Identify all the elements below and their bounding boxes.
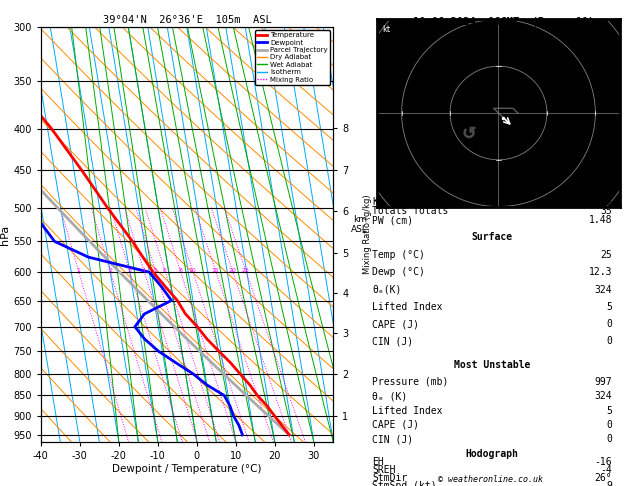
Text: -16: -16 <box>594 457 612 467</box>
Text: 0: 0 <box>606 336 612 347</box>
Text: 1: 1 <box>77 268 81 274</box>
Text: 2: 2 <box>108 268 112 274</box>
Text: kt: kt <box>382 25 391 34</box>
Text: 1: 1 <box>606 197 612 208</box>
Text: EH: EH <box>372 457 384 467</box>
Text: K: K <box>372 197 378 208</box>
Text: 26°: 26° <box>594 472 612 483</box>
Text: Lifted Index: Lifted Index <box>372 405 443 416</box>
Text: SREH: SREH <box>372 465 396 475</box>
Text: θₑ(K): θₑ(K) <box>372 285 401 295</box>
Text: 4: 4 <box>142 268 146 274</box>
Text: Temp (°C): Temp (°C) <box>372 250 425 260</box>
Text: 6: 6 <box>163 268 167 274</box>
Text: 0: 0 <box>606 420 612 430</box>
Text: 25: 25 <box>601 250 612 260</box>
Text: Mixing Ratio (g/kg): Mixing Ratio (g/kg) <box>364 195 372 274</box>
Text: 5: 5 <box>606 405 612 416</box>
Text: CAPE (J): CAPE (J) <box>372 319 419 329</box>
Text: 35: 35 <box>601 206 612 216</box>
Text: © weatheronline.co.uk: © weatheronline.co.uk <box>438 474 543 484</box>
Text: Dewp (°C): Dewp (°C) <box>372 267 425 278</box>
Text: 324: 324 <box>594 391 612 401</box>
Text: Surface: Surface <box>472 232 513 242</box>
Text: 0: 0 <box>606 319 612 329</box>
Text: CIN (J): CIN (J) <box>372 336 413 347</box>
Text: CAPE (J): CAPE (J) <box>372 420 419 430</box>
Text: 5: 5 <box>606 302 612 312</box>
Text: CIN (J): CIN (J) <box>372 434 413 444</box>
Text: -4: -4 <box>601 465 612 475</box>
Text: 8: 8 <box>179 268 182 274</box>
Text: 324: 324 <box>594 285 612 295</box>
Text: 12.3: 12.3 <box>589 267 612 278</box>
Text: Most Unstable: Most Unstable <box>454 360 530 370</box>
Text: 15: 15 <box>212 268 220 274</box>
Text: θₑ (K): θₑ (K) <box>372 391 408 401</box>
Text: Pressure (mb): Pressure (mb) <box>372 377 448 387</box>
Text: StmSpd (kt): StmSpd (kt) <box>372 481 437 486</box>
Text: Hodograph: Hodograph <box>465 449 519 459</box>
Text: 10.06.2024  06GMT  (Base: 00): 10.06.2024 06GMT (Base: 00) <box>413 17 594 27</box>
Text: PW (cm): PW (cm) <box>372 215 413 226</box>
X-axis label: Dewpoint / Temperature (°C): Dewpoint / Temperature (°C) <box>113 464 262 474</box>
Text: 9: 9 <box>606 481 612 486</box>
Y-axis label: hPa: hPa <box>1 225 11 244</box>
Text: 997: 997 <box>594 377 612 387</box>
Text: 0: 0 <box>606 434 612 444</box>
Title: 39°04'N  26°36'E  105m  ASL: 39°04'N 26°36'E 105m ASL <box>103 15 272 25</box>
Text: 3: 3 <box>128 268 131 274</box>
Text: StmDir: StmDir <box>372 472 408 483</box>
Text: Totals Totals: Totals Totals <box>372 206 448 216</box>
Text: 5: 5 <box>153 268 157 274</box>
Text: Lifted Index: Lifted Index <box>372 302 443 312</box>
Y-axis label: km
ASL: km ASL <box>352 215 368 235</box>
Text: 10: 10 <box>189 268 196 274</box>
Text: 1.48: 1.48 <box>589 215 612 226</box>
Text: 25: 25 <box>242 268 250 274</box>
Text: 20: 20 <box>228 268 237 274</box>
Legend: Temperature, Dewpoint, Parcel Trajectory, Dry Adiabat, Wet Adiabat, Isotherm, Mi: Temperature, Dewpoint, Parcel Trajectory… <box>255 30 330 85</box>
